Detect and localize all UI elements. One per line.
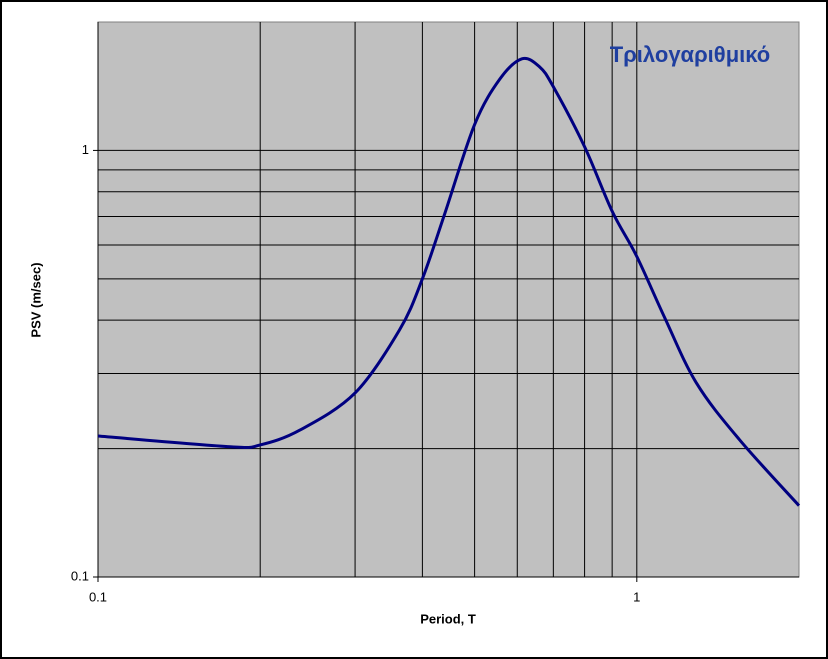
x-tick-label: 1 [633,589,640,604]
chart-title: Τριλογαριθμικό [610,42,771,67]
data-line [97,56,801,507]
y-tick-label: 1 [82,142,89,157]
y-tick-label: 0.1 [71,568,89,583]
x-tick-label: 0.1 [89,589,107,604]
y-axis-label: PSV (m/sec) [28,262,43,337]
plot-area [97,21,800,578]
x-axis-label: Period, T [420,611,476,626]
